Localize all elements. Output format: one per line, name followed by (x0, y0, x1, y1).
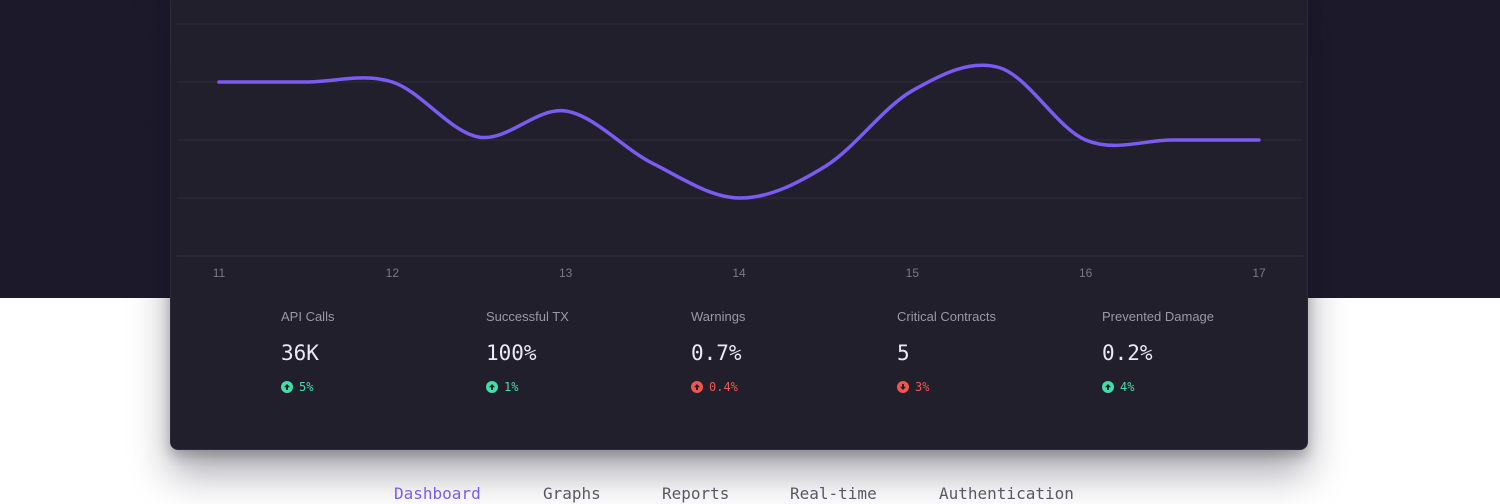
nav-item-dashboard[interactable]: Dashboard (394, 484, 481, 503)
stat-delta-value: 1% (504, 380, 519, 394)
stat-delta-value: 0.4% (709, 380, 738, 394)
chart-grid (177, 23, 1303, 257)
stat-label: Warnings (691, 309, 746, 324)
stat-critical-contracts: Critical Contracts 5 3% (897, 309, 1077, 395)
stats-row: API Calls 36K 5% Successful TX 100% 1% W… (171, 309, 1309, 429)
stat-delta: 0.4% (691, 379, 871, 395)
stat-successful-tx: Successful TX 100% 1% (486, 309, 666, 395)
x-tick-label: 17 (1252, 266, 1266, 280)
stat-delta-value: 5% (299, 380, 314, 394)
nav-item-authentication[interactable]: Authentication (939, 484, 1074, 503)
x-tick-label: 15 (906, 266, 920, 280)
x-tick-label: 12 (386, 266, 400, 280)
stat-warnings: Warnings 0.7% 0.4% (691, 309, 871, 395)
stat-delta: 1% (486, 379, 666, 395)
stat-delta-value: 3% (915, 380, 930, 394)
arrow-up-icon (1102, 381, 1114, 393)
x-tick-label: 13 (559, 266, 573, 280)
nav-item-reports[interactable]: Reports (662, 484, 730, 503)
main-nav: Dashboard Graphs Reports Real-time Authe… (0, 484, 1500, 504)
x-tick-label: 16 (1079, 266, 1093, 280)
stat-value: 0.2% (1102, 341, 1153, 365)
stat-value: 36K (281, 341, 319, 365)
stat-delta: 5% (281, 379, 461, 395)
stat-api-calls: API Calls 36K 5% (281, 309, 461, 395)
arrow-down-icon (897, 381, 909, 393)
x-tick-label: 11 (213, 266, 226, 280)
chart-series-line (217, 63, 1261, 200)
analytics-card: 11 12 13 14 15 16 17 API Calls 36K 5% Successf… (170, 0, 1308, 450)
arrow-up-icon (281, 381, 293, 393)
stat-prevented-damage: Prevented Damage 0.2% 4% (1102, 309, 1282, 395)
stat-delta: 3% (897, 379, 1077, 395)
line-chart: 11 12 13 14 15 16 17 (177, 23, 1303, 280)
x-axis-ticks: 11 12 13 14 15 16 17 (213, 266, 1266, 280)
arrow-up-icon (691, 381, 703, 393)
nav-item-graphs[interactable]: Graphs (543, 484, 601, 503)
stat-delta-value: 4% (1120, 380, 1135, 394)
x-tick-label: 14 (732, 266, 746, 280)
stat-value: 5 (897, 341, 910, 365)
nav-item-real-time[interactable]: Real-time (790, 484, 877, 503)
stat-label: Prevented Damage (1102, 309, 1215, 324)
stat-value: 100% (486, 341, 537, 365)
stat-label: Critical Contracts (897, 309, 996, 324)
stat-label: API Calls (281, 309, 335, 324)
stat-label: Successful TX (486, 309, 569, 324)
arrow-up-icon (486, 381, 498, 393)
stat-delta: 4% (1102, 379, 1282, 395)
stat-value: 0.7% (691, 341, 742, 365)
